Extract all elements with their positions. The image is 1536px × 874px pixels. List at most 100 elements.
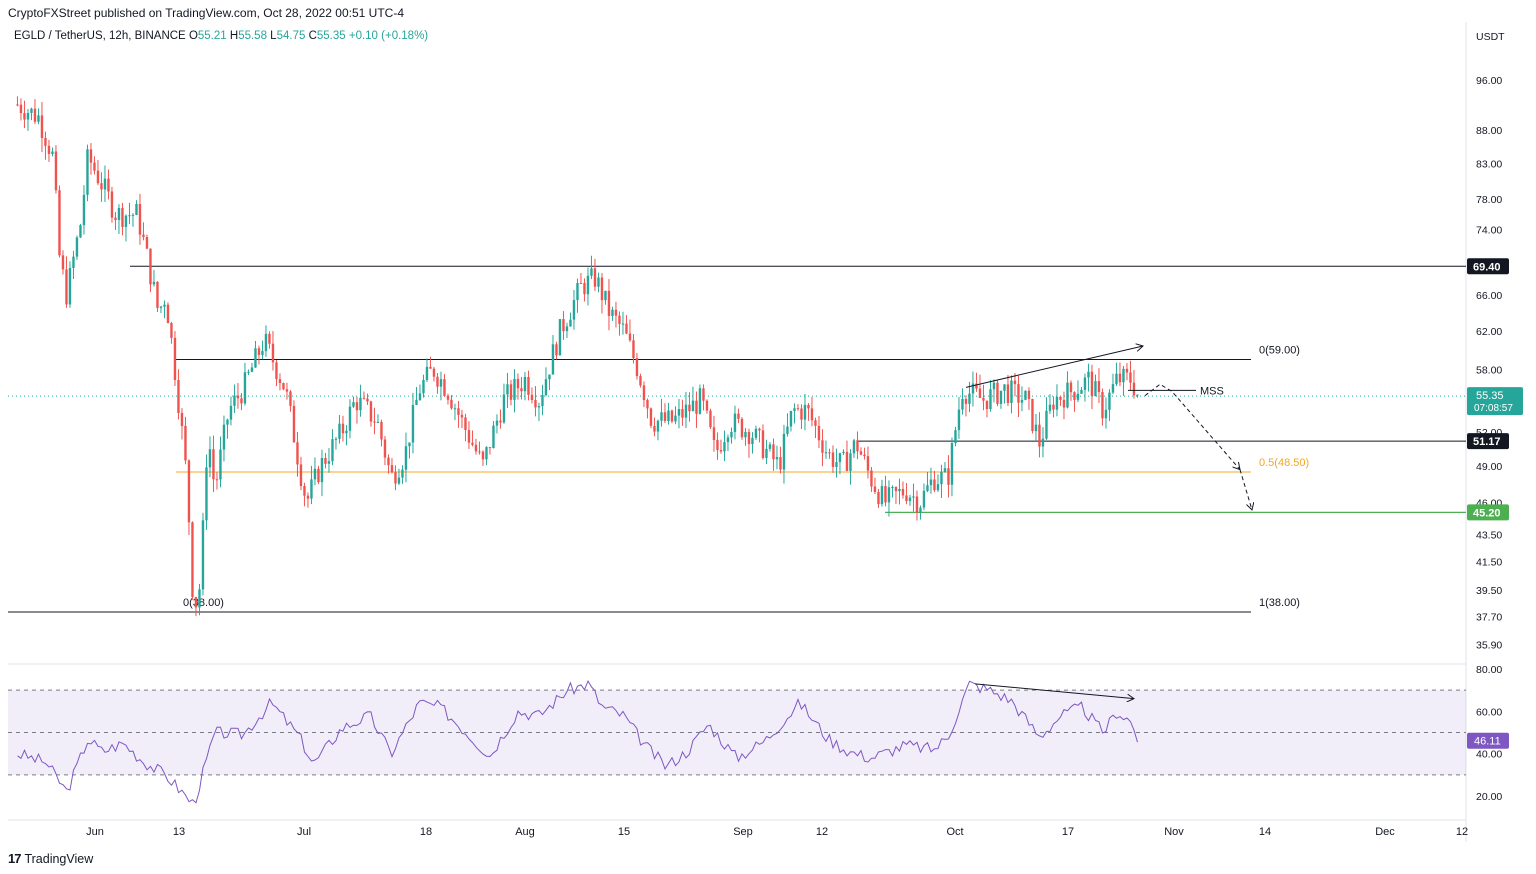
candle-body <box>516 378 520 389</box>
candle-body <box>1041 438 1045 447</box>
candle-body <box>93 162 96 171</box>
candle-body <box>992 382 996 390</box>
candle-body <box>40 115 44 138</box>
candle-body <box>453 408 457 410</box>
candle-body <box>1108 392 1111 410</box>
candle-body <box>1083 377 1087 390</box>
candle-body <box>320 458 324 483</box>
candle-body <box>376 421 380 423</box>
candle-body <box>814 420 817 426</box>
candle-body <box>670 410 674 422</box>
candle-body <box>51 151 54 154</box>
candle-body <box>849 453 852 471</box>
candle-body <box>198 589 201 608</box>
candle-body <box>404 446 408 470</box>
candle-body <box>674 415 677 422</box>
candle-body <box>891 487 894 489</box>
candle-body <box>1076 393 1080 400</box>
candle-body <box>282 383 285 390</box>
candle-body <box>709 410 712 428</box>
candle-body <box>254 348 257 368</box>
candle-body <box>492 425 495 449</box>
candle-body <box>310 479 313 499</box>
candle-body <box>471 442 474 445</box>
candle-body <box>726 437 730 443</box>
candle-body <box>156 281 159 308</box>
candle-body <box>488 447 492 449</box>
candle-body <box>1017 384 1020 403</box>
tag-51-17-bg <box>1467 433 1509 450</box>
candle-body <box>159 306 163 308</box>
candle-body <box>65 269 68 305</box>
time-tick: 14 <box>1259 826 1271 838</box>
symbol-label[interactable]: EGLD / TetherUS, 12h, BINANCE <box>14 30 186 42</box>
open-label: O <box>188 30 198 42</box>
candle-body <box>635 358 639 377</box>
rsi-tick: 60.00 <box>1476 706 1502 718</box>
candle-body <box>779 457 782 470</box>
candle-body <box>611 309 614 316</box>
candle-body <box>1136 394 1139 396</box>
close-label: C <box>308 30 317 42</box>
time-axis[interactable]: Jun 13 Jul 18 Aug 15 Sep 12 Oct 17 Nov 14 Dec 12 <box>86 826 1468 838</box>
candle-body <box>411 404 415 443</box>
candle-body <box>394 472 397 484</box>
candle-body <box>117 208 121 221</box>
candle-body <box>597 277 600 287</box>
candle-body <box>338 423 341 439</box>
candle-body <box>121 208 124 227</box>
price-tick: 41.50 <box>1476 556 1502 568</box>
candle-body <box>478 451 481 453</box>
candle-body <box>464 417 467 430</box>
candle-body <box>940 471 943 485</box>
candle-body <box>257 348 261 355</box>
high-label: H <box>229 30 239 42</box>
price-tick: 43.50 <box>1476 529 1502 541</box>
rsi-line <box>17 679 1138 804</box>
candle-body <box>1122 368 1125 383</box>
candle-body <box>705 400 709 411</box>
candle-body <box>495 420 499 426</box>
candle-body <box>1045 410 1048 439</box>
candle-body <box>758 428 761 431</box>
candle-body <box>107 178 110 192</box>
candle-body <box>929 479 933 486</box>
candle-body <box>1031 398 1034 432</box>
candle-body <box>268 333 271 344</box>
candle-body <box>866 456 870 471</box>
candle-body <box>761 430 765 458</box>
tradingview-logo[interactable]: 17 TradingView <box>8 851 93 866</box>
candle-body <box>971 383 975 394</box>
candle-body <box>1006 384 1010 403</box>
time-tick: Dec <box>1375 826 1395 838</box>
candle-body <box>737 413 740 419</box>
candle-body <box>716 440 719 451</box>
candle-body <box>79 225 82 238</box>
price-axis[interactable]: USDT96.0088.0083.0078.0074.0070.0066.006… <box>1467 31 1523 803</box>
candle-body <box>142 234 145 238</box>
price-tick: 37.70 <box>1476 612 1502 624</box>
candle-body <box>905 495 908 502</box>
candle-body <box>457 408 460 415</box>
rsi-divergence-line <box>974 683 1134 699</box>
candle-body <box>576 282 579 301</box>
candle-body <box>75 237 79 257</box>
candle-body <box>621 323 625 325</box>
price-tick: 88.00 <box>1476 125 1502 137</box>
candle-body <box>26 112 30 120</box>
candle-body <box>422 379 425 394</box>
candle-body <box>341 423 345 434</box>
candle-body <box>1069 382 1073 393</box>
candle-body <box>1087 371 1090 378</box>
candle-body <box>128 215 131 217</box>
candle-body <box>1038 424 1041 447</box>
candle-body <box>397 477 401 484</box>
time-tick: 12 <box>816 826 828 838</box>
projection-arrow-1 <box>1144 383 1240 469</box>
candle-body <box>765 448 768 458</box>
candle-body <box>1010 380 1013 403</box>
candle-body <box>61 255 65 270</box>
candle-body <box>226 419 229 425</box>
candle-body <box>289 391 292 406</box>
